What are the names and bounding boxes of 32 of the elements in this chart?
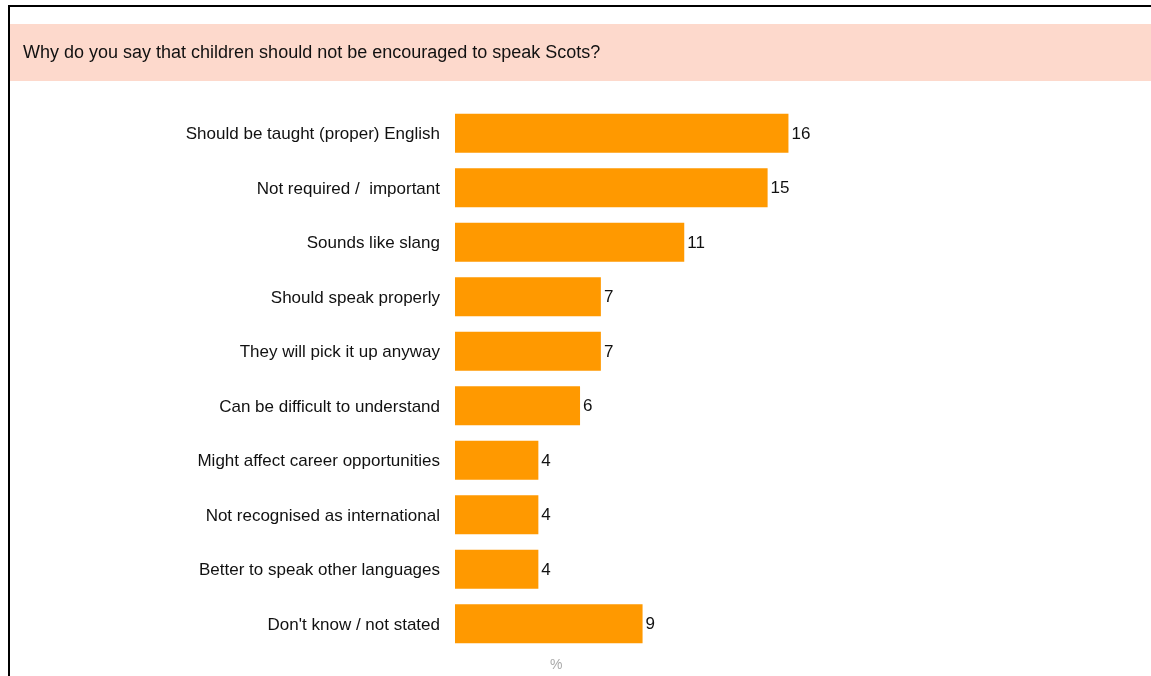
bar [455, 222, 685, 262]
data-label: 15 [770, 178, 790, 198]
data-label: 4 [541, 559, 551, 579]
bar [455, 549, 539, 589]
data-label: 6 [583, 396, 593, 416]
data-label: 7 [603, 287, 614, 307]
data-label: 7 [603, 341, 614, 361]
y-tick-label: Not recognised as international [205, 505, 440, 525]
bar [455, 440, 539, 480]
bar [455, 386, 581, 426]
y-tick-label: Should be taught (proper) English [185, 124, 440, 144]
bar [455, 604, 643, 644]
y-tick-label: Should speak properly [270, 287, 441, 307]
y-tick-label: Can be difficult to understand [219, 396, 440, 416]
y-tick-label: Not required / important [256, 178, 441, 198]
bar [455, 113, 789, 153]
x-axis-title: % [550, 656, 563, 672]
data-label: 4 [541, 505, 551, 525]
bar [455, 277, 601, 317]
y-tick-label: Sounds like slang [306, 233, 440, 253]
data-label: 16 [791, 123, 811, 143]
data-label: 11 [687, 232, 705, 252]
data-label: 9 [645, 614, 656, 634]
bar [455, 495, 539, 535]
chart-title: Why do you say that children should not be encouraged to speak Scots? [10, 24, 1151, 81]
y-tick-label: Might affect career opportunities [197, 451, 440, 471]
data-label: 4 [541, 450, 551, 470]
y-tick-label: They will pick it up anyway [239, 342, 441, 362]
bar [455, 331, 601, 371]
y-tick-label: Don't know / not stated [267, 614, 440, 634]
bar [455, 168, 768, 208]
y-tick-label: Better to speak other languages [199, 560, 440, 580]
